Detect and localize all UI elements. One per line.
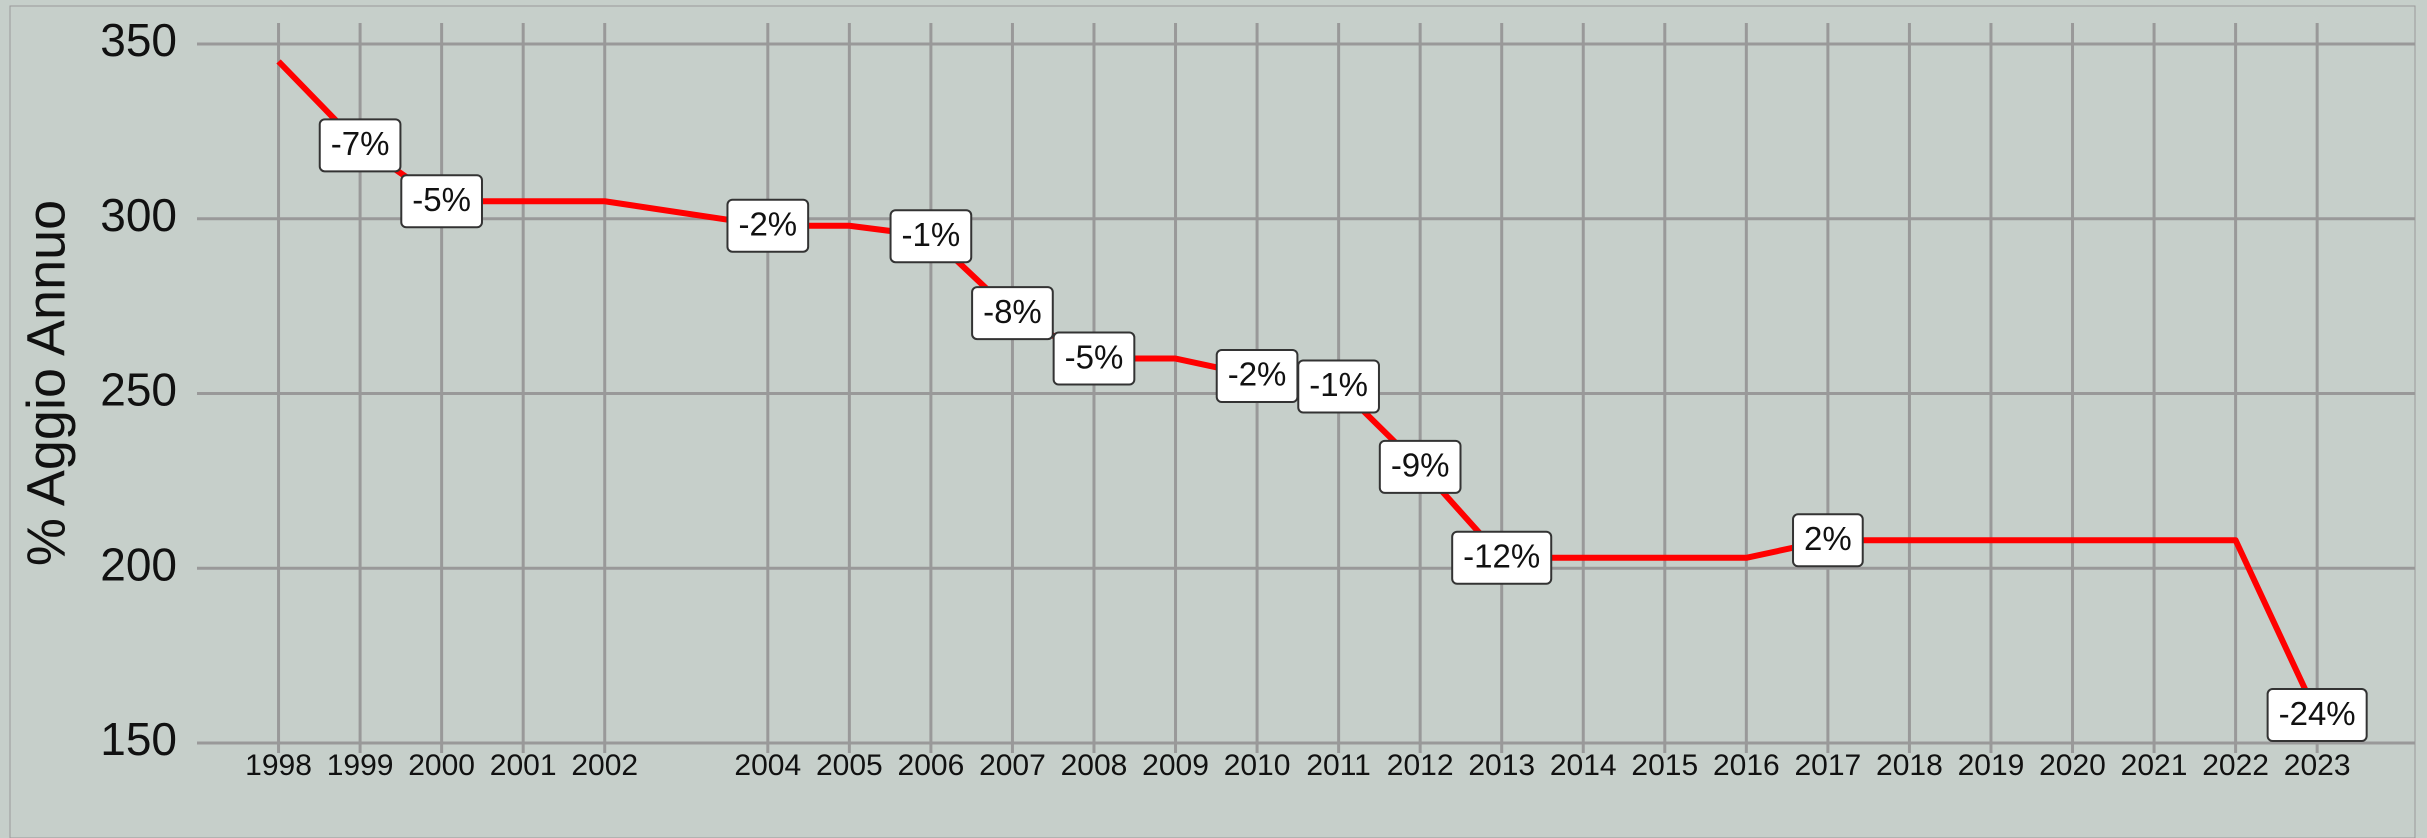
x-tick-label: 2006 (898, 749, 965, 782)
y-axis-label: % Aggio Annuo (16, 200, 76, 566)
value-label: -7% (318, 118, 402, 173)
x-tick-label: 1998 (245, 749, 312, 782)
x-tick-label: 2016 (1713, 749, 1780, 782)
value-label-text: -7% (331, 125, 390, 162)
x-tick-label: 2001 (490, 749, 557, 782)
background (9, 5, 2416, 838)
value-label-box (318, 118, 402, 173)
value-label: -9% (1378, 439, 1462, 494)
x-tick-label: 2018 (1876, 749, 1943, 782)
y-tick-label: 250 (100, 364, 177, 416)
x-tick-label: 2007 (979, 749, 1046, 782)
value-label-box (400, 174, 483, 229)
x-tick-label: 2015 (1631, 749, 1698, 782)
value-label: -1% (889, 209, 973, 264)
value-label-text: -2% (738, 205, 797, 242)
value-label-text: -1% (1309, 366, 1368, 403)
value-label: -2% (1215, 349, 1299, 404)
value-label: -12% (1451, 530, 1553, 585)
value-label: -8% (971, 286, 1054, 341)
value-label: 2% (1792, 513, 1864, 568)
value-label-box (889, 209, 973, 264)
x-tick-label: 2021 (2121, 749, 2188, 782)
value-label-box (1792, 513, 1864, 568)
value-label: -2% (726, 198, 810, 253)
value-label: -1% (1297, 359, 1380, 414)
x-tick-label: 1999 (327, 749, 394, 782)
value-label-box (971, 286, 1054, 341)
x-tick-label: 2017 (1795, 749, 1862, 782)
value-label: -5% (400, 174, 483, 229)
value-label-text: -5% (412, 181, 471, 218)
x-tick-label: 2019 (1958, 749, 2025, 782)
value-label-text: -1% (902, 216, 961, 253)
value-label-text: -5% (1065, 338, 1124, 375)
x-tick-label: 2012 (1387, 749, 1454, 782)
x-tick-label: 2022 (2202, 749, 2269, 782)
value-label-box (1052, 331, 1136, 386)
x-tick-label: 2014 (1550, 749, 1617, 782)
value-label-text: -12% (1463, 537, 1540, 574)
y-tick-label: 300 (100, 189, 177, 241)
value-label-text: -2% (1228, 356, 1287, 393)
value-label: -5% (1052, 331, 1136, 386)
value-label-text: 2% (1804, 520, 1852, 557)
x-tick-label: 2011 (1306, 749, 1371, 782)
value-label-text: -9% (1391, 447, 1450, 484)
x-tick-label: 2002 (571, 749, 638, 782)
x-tick-label: 2010 (1224, 749, 1291, 782)
x-tick-label: 2020 (2039, 749, 2106, 782)
x-tick-label: 2008 (1061, 749, 1128, 782)
y-tick-label: 200 (100, 538, 177, 590)
value-label-box (1378, 439, 1462, 494)
y-tick-label: 150 (100, 713, 177, 765)
value-label-text: -8% (983, 293, 1042, 330)
value-label-box (1451, 530, 1553, 585)
value-label-text: -24% (2279, 695, 2356, 732)
x-tick-label: 2023 (2284, 749, 2351, 782)
y-tick-label: 350 (100, 14, 177, 66)
value-label-box (2266, 688, 2368, 743)
x-tick-label: 2004 (734, 749, 801, 782)
x-tick-label: 2009 (1142, 749, 1209, 782)
value-label: -24% (2266, 688, 2368, 743)
value-label-box (726, 198, 810, 253)
value-label-box (1297, 359, 1380, 414)
x-tick-label: 2013 (1468, 749, 1535, 782)
x-tick-label: 2000 (408, 749, 475, 782)
x-tick-label: 2005 (816, 749, 883, 782)
